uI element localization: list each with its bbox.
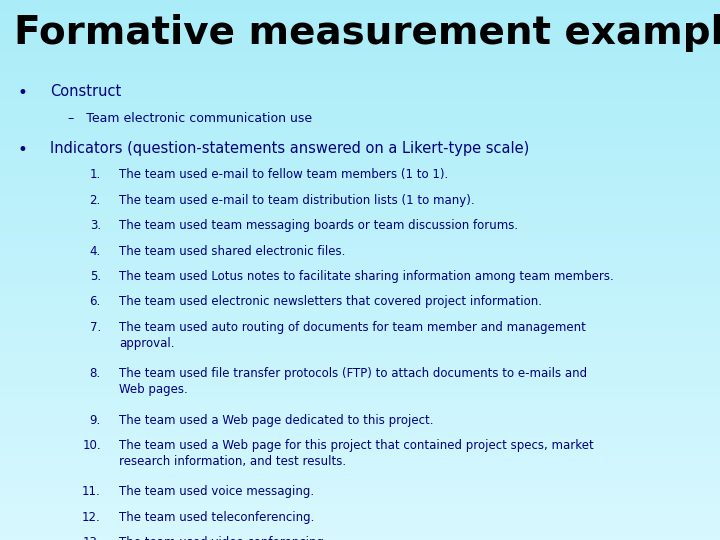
Text: 4.: 4. bbox=[89, 245, 101, 258]
Text: 8.: 8. bbox=[90, 367, 101, 380]
Text: The team used shared electronic files.: The team used shared electronic files. bbox=[119, 245, 345, 258]
Text: 13.: 13. bbox=[82, 536, 101, 540]
Text: 5.: 5. bbox=[90, 270, 101, 283]
Text: The team used voice messaging.: The team used voice messaging. bbox=[119, 485, 314, 498]
Text: The team used team messaging boards or team discussion forums.: The team used team messaging boards or t… bbox=[119, 219, 518, 232]
Text: •: • bbox=[18, 141, 28, 159]
Text: The team used file transfer protocols (FTP) to attach documents to e-mails and
W: The team used file transfer protocols (F… bbox=[119, 367, 587, 396]
Text: 12.: 12. bbox=[82, 511, 101, 524]
Text: Indicators (question-statements answered on a Likert-type scale): Indicators (question-statements answered… bbox=[50, 141, 530, 157]
Text: The team used e-mail to fellow team members (1 to 1).: The team used e-mail to fellow team memb… bbox=[119, 168, 448, 181]
Text: Construct: Construct bbox=[50, 84, 122, 99]
Text: 7.: 7. bbox=[89, 321, 101, 334]
Text: Formative measurement example: Formative measurement example bbox=[14, 14, 720, 51]
Text: The team used auto routing of documents for team member and management
approval.: The team used auto routing of documents … bbox=[119, 321, 585, 350]
Text: The team used video conferencing: The team used video conferencing bbox=[119, 536, 324, 540]
Text: The team used a Web page for this project that contained project specs, market
r: The team used a Web page for this projec… bbox=[119, 439, 593, 468]
Text: The team used Lotus notes to facilitate sharing information among team members.: The team used Lotus notes to facilitate … bbox=[119, 270, 613, 283]
Text: 11.: 11. bbox=[82, 485, 101, 498]
Text: 3.: 3. bbox=[90, 219, 101, 232]
Text: 9.: 9. bbox=[89, 414, 101, 427]
Text: 10.: 10. bbox=[82, 439, 101, 452]
Text: The team used a Web page dedicated to this project.: The team used a Web page dedicated to th… bbox=[119, 414, 433, 427]
Text: The team used electronic newsletters that covered project information.: The team used electronic newsletters tha… bbox=[119, 295, 541, 308]
Text: •: • bbox=[18, 84, 28, 102]
Text: The team used teleconferencing.: The team used teleconferencing. bbox=[119, 511, 314, 524]
Text: The team used e-mail to team distribution lists (1 to many).: The team used e-mail to team distributio… bbox=[119, 194, 474, 207]
Text: 1.: 1. bbox=[89, 168, 101, 181]
Text: 2.: 2. bbox=[89, 194, 101, 207]
Text: 6.: 6. bbox=[89, 295, 101, 308]
Text: –   Team electronic communication use: – Team electronic communication use bbox=[68, 112, 312, 125]
